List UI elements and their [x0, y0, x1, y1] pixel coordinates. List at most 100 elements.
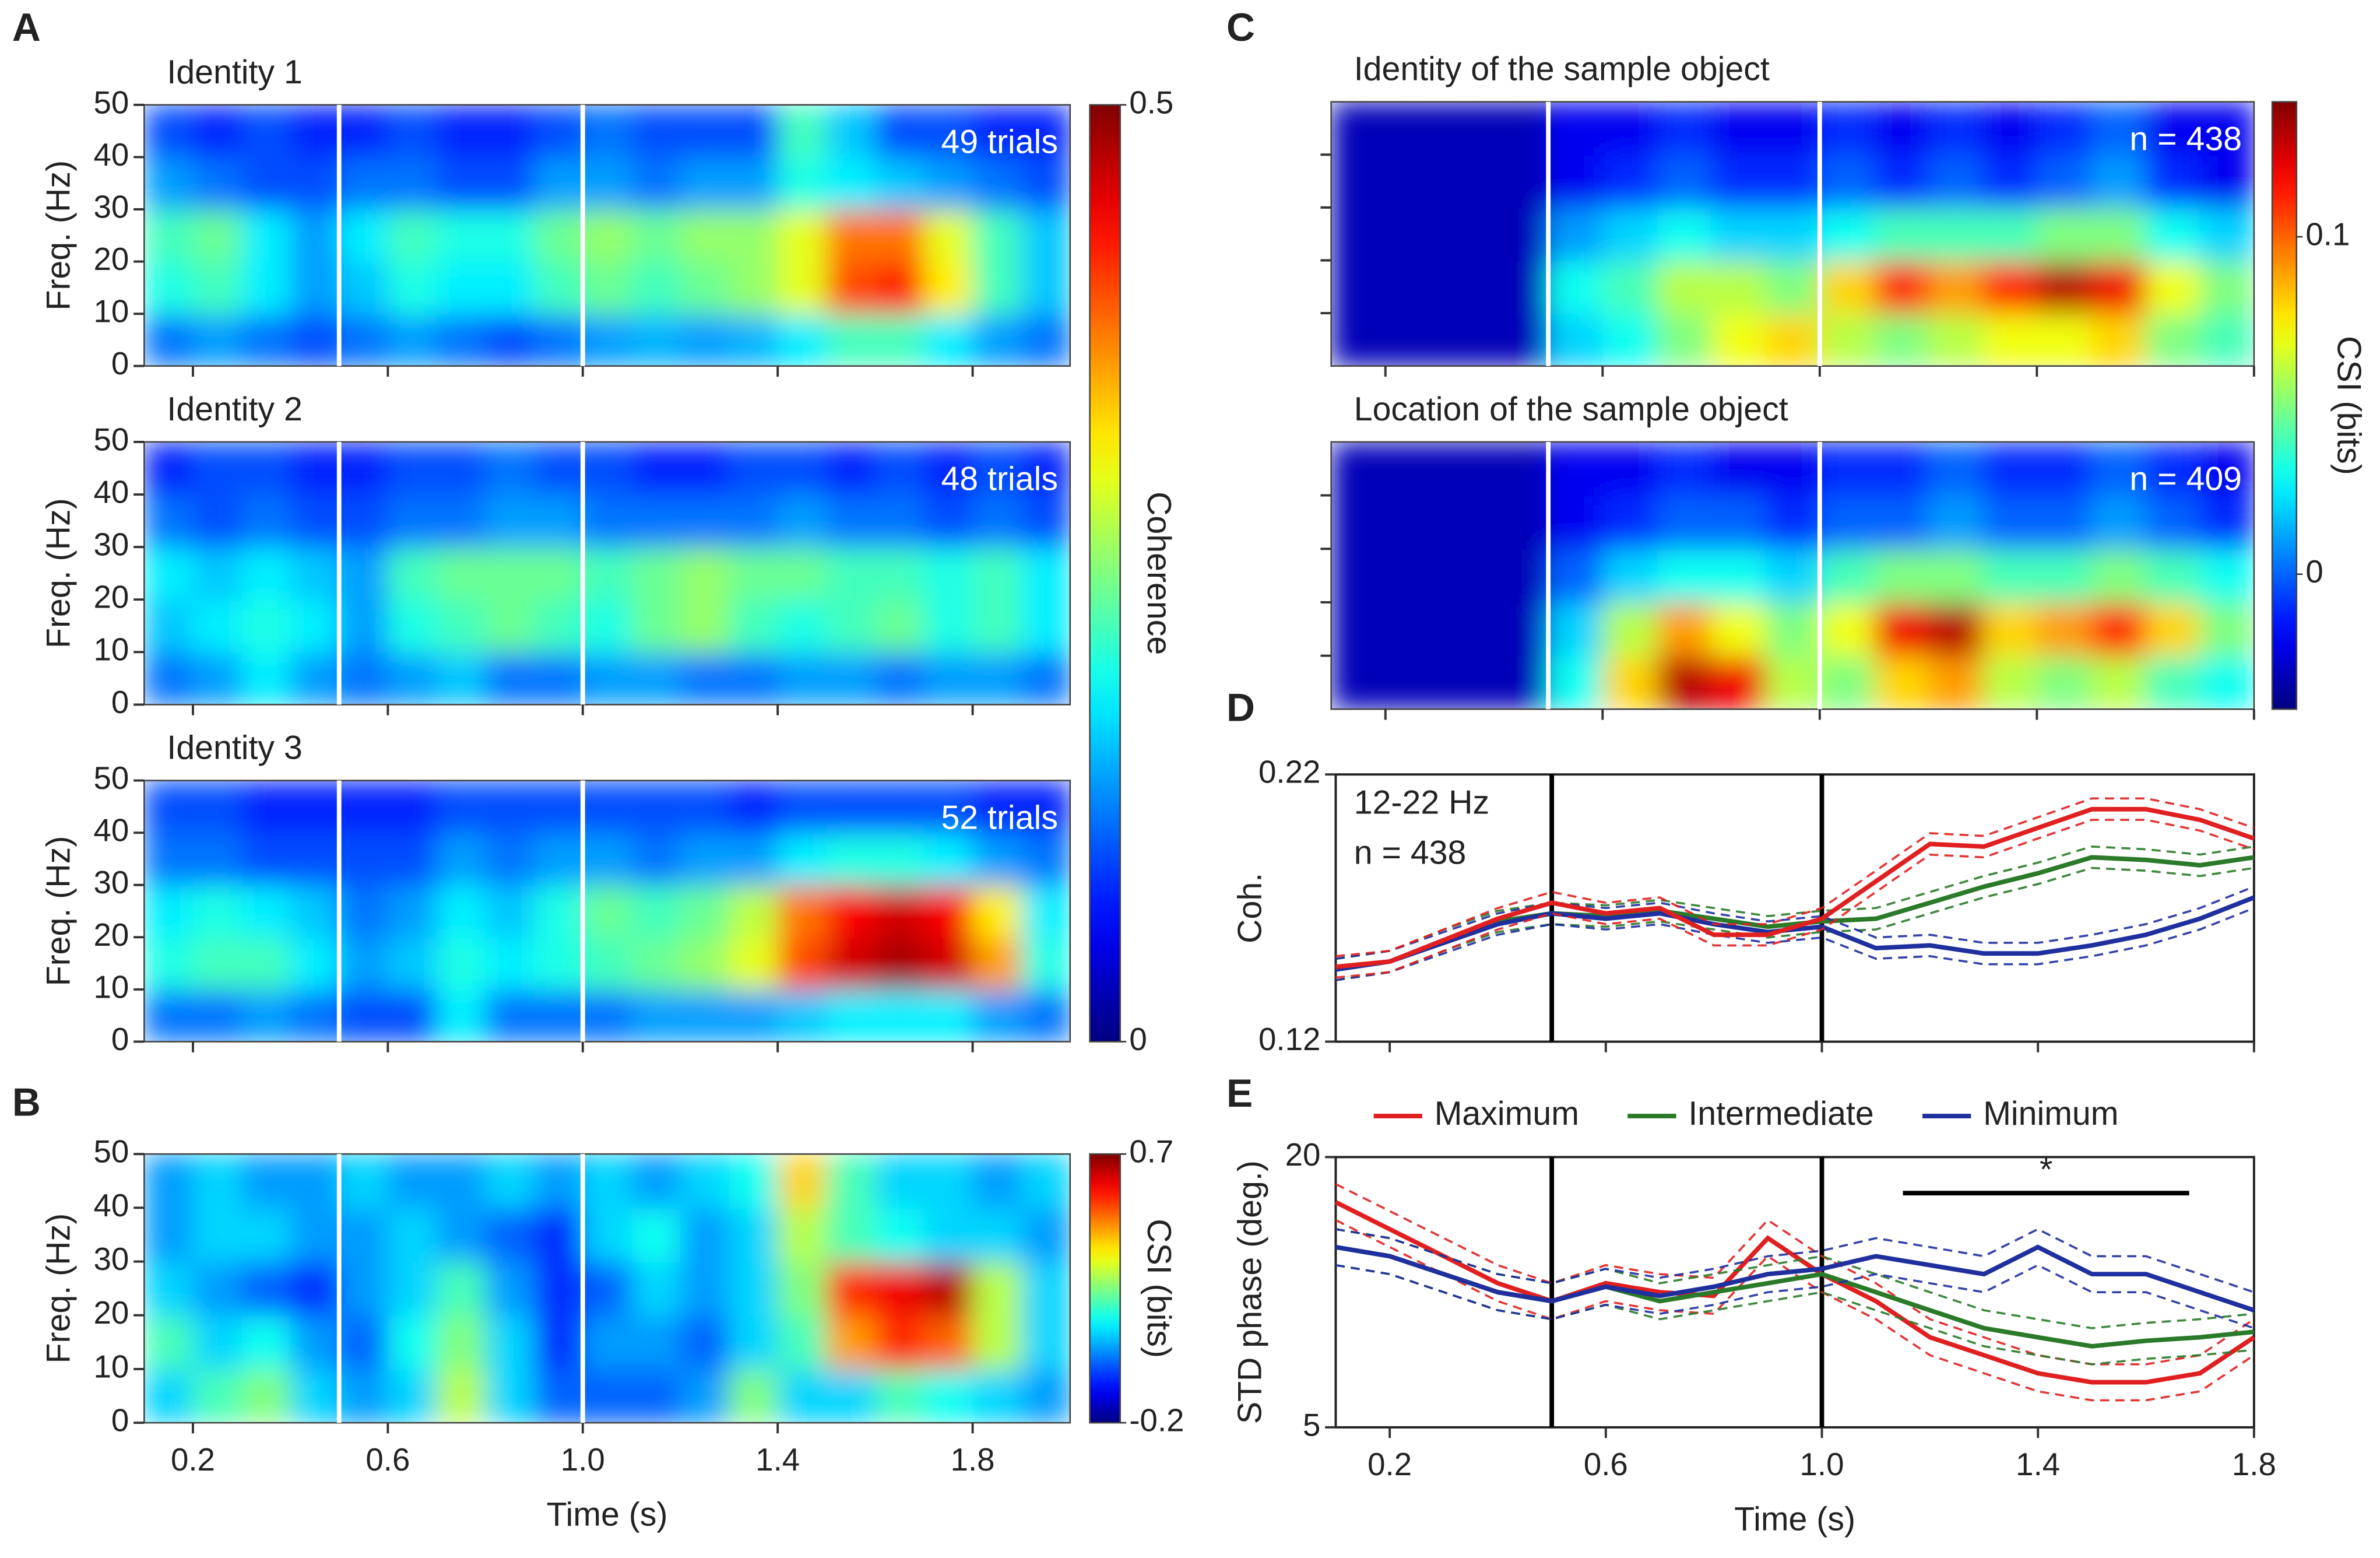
heat-cell: [436, 1154, 487, 1209]
heat-cell: [582, 1368, 632, 1423]
heat-cell: [192, 441, 243, 496]
heat-cell: [241, 157, 291, 210]
heat-cell: [2145, 313, 2201, 366]
heat-cell: [875, 599, 925, 653]
heat-cell: [778, 261, 828, 315]
heat-cell: [144, 441, 194, 496]
heat-cell: [485, 780, 535, 834]
heat-cell: [388, 1368, 438, 1423]
heat-cell: [144, 885, 194, 938]
heat-cell: [339, 599, 389, 653]
x-tick-label: 0.6: [365, 1441, 410, 1478]
panel-title: Identity 1: [167, 54, 302, 91]
heat-cell: [192, 1368, 243, 1423]
heat-cell: [778, 652, 828, 705]
heat-cell: [1548, 207, 1604, 262]
heat-cell: [485, 833, 535, 886]
heat-cell: [192, 1154, 243, 1209]
heat-cell: [1331, 313, 1387, 366]
y-tick-label: 50: [94, 1134, 129, 1170]
panel-letter: D: [1226, 686, 1255, 730]
y-tick-label: 0.12: [1258, 1021, 1320, 1057]
heat-cell: [1021, 157, 1070, 210]
colorbar-tick-label: 0: [1129, 1021, 1147, 1057]
heat-cell: [192, 261, 243, 315]
heat-cell: [485, 1368, 535, 1423]
heat-cell: [826, 1154, 876, 1209]
heat-cell: [1385, 655, 1441, 710]
heat-cell: [729, 104, 779, 158]
y-tick-label: 0: [111, 345, 129, 381]
heat-cell: [1765, 155, 1821, 209]
heat-cell: [729, 652, 779, 705]
heat-cell: [290, 1261, 340, 1317]
y-tick-label: 30: [94, 1241, 129, 1277]
heat-cell: [485, 157, 535, 210]
heat-cell: [680, 599, 730, 653]
error-line: [1335, 1264, 2255, 1329]
heat-cell: [826, 1261, 876, 1317]
heat-cell: [1819, 155, 1875, 209]
heat-cell: [290, 157, 340, 210]
heat-cell: [1385, 549, 1441, 603]
heat-cell: [436, 989, 487, 1042]
heat-cell: [241, 652, 291, 705]
heat-cell: [972, 833, 1022, 886]
y-axis-label: Freq. (Hz): [40, 1213, 77, 1364]
heat-cell: [778, 547, 828, 601]
heat-cell: [485, 1261, 535, 1317]
heat-cell: [2199, 495, 2254, 550]
heat-cell: [534, 1261, 584, 1317]
heat-cell: [1385, 260, 1441, 314]
heat-cell: [1331, 549, 1387, 603]
heatmap-cells: [144, 441, 1070, 705]
heat-cell: [339, 1368, 389, 1423]
heat-cell: [241, 261, 291, 315]
heat-cell: [826, 937, 876, 991]
heat-cell: [290, 441, 340, 496]
heat-cell: [2037, 495, 2093, 550]
heat-cell: [1494, 602, 1549, 657]
heat-cell: [2145, 549, 2201, 603]
heat-cell: [2199, 441, 2254, 497]
heat-cell: [1982, 207, 2038, 262]
heat-cell: [680, 1154, 730, 1209]
y-axis-label: STD phase (deg.): [1231, 1160, 1268, 1424]
heat-cell: [1548, 549, 1604, 603]
heat-cell: [631, 441, 681, 496]
heat-cell: [582, 494, 632, 548]
heat-cell: [1494, 495, 1549, 550]
heat-cell: [1819, 313, 1875, 366]
heat-cell: [729, 780, 779, 834]
heat-cell: [436, 261, 487, 315]
heat-cell: [2145, 155, 2201, 209]
heat-cell: [1657, 207, 1713, 262]
heat-cell: [1602, 549, 1658, 603]
heat-cell: [631, 104, 681, 158]
heat-cell: [1021, 833, 1070, 886]
heat-cell: [1982, 549, 2038, 603]
colorbar-tick-label: 0.5: [1129, 84, 1173, 120]
heat-cell: [1982, 260, 2038, 314]
heat-cell: [241, 494, 291, 548]
heat-cell: [388, 547, 438, 601]
heat-cell: [631, 209, 681, 263]
heat-cell: [241, 989, 291, 1042]
heat-cell: [631, 547, 681, 601]
heat-cell: [1602, 602, 1658, 657]
heat-cell: [192, 104, 243, 158]
heat-cell: [290, 547, 340, 601]
heat-cell: [875, 441, 925, 496]
series-line: [1335, 895, 2255, 972]
heat-cell: [1982, 101, 2038, 156]
heat-cell: [436, 1368, 487, 1423]
heat-cell: [1385, 441, 1441, 497]
heat-cell: [1819, 101, 1875, 156]
heat-cell: [1439, 207, 1495, 262]
colorbar-tick-label: 0: [2305, 553, 2323, 589]
heat-cell: [1982, 655, 2038, 710]
heat-cell: [2037, 207, 2093, 262]
heat-cell: [631, 599, 681, 653]
heat-cell: [144, 1208, 194, 1263]
